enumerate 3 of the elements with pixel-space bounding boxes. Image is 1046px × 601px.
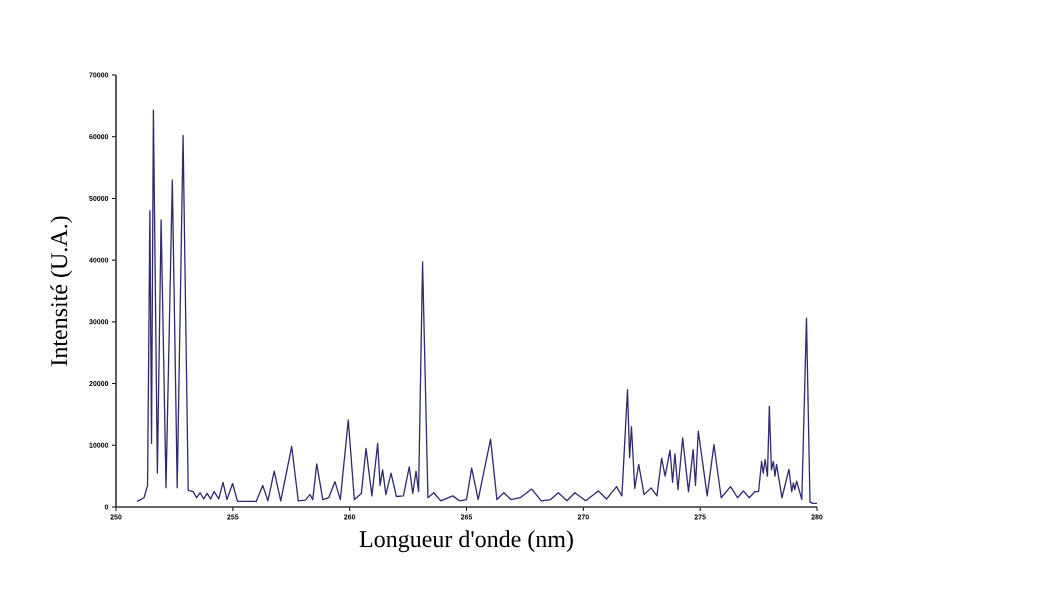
- y-axis-title: Intensité (U.A.): [50, 216, 73, 366]
- x-axis-title: Longueur d'onde (nm): [359, 530, 573, 553]
- line-series: [136, 109, 818, 504]
